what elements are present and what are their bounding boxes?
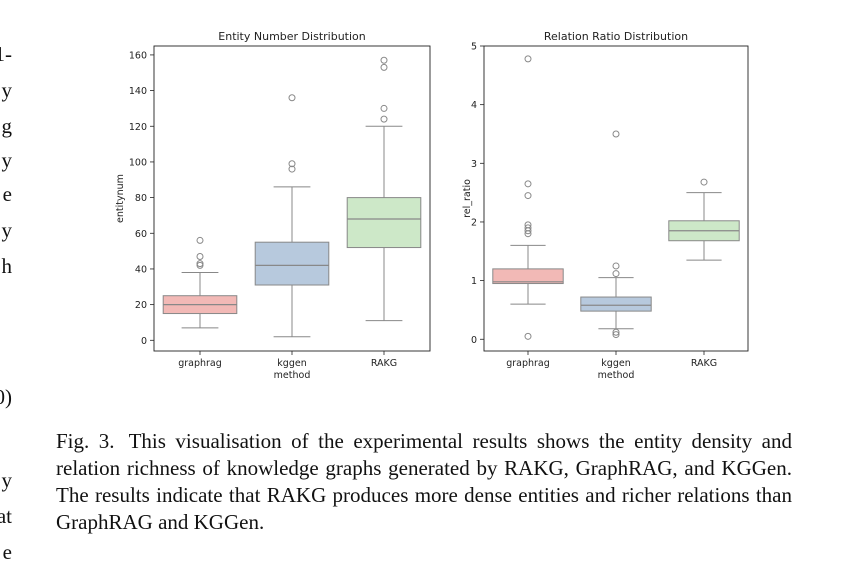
margin-fragment: y (1, 78, 13, 102)
outlier-point (612, 328, 620, 336)
margin-fragment: 0) (0, 385, 12, 409)
outlier-point (380, 56, 388, 64)
y-axis-label: entitynum (115, 174, 126, 223)
outlier-point (524, 221, 532, 229)
outlier-point (288, 94, 296, 102)
x-tick-label: graphrag (178, 358, 222, 369)
chart-title: Relation Ratio Distribution (544, 30, 688, 43)
y-tick-label: 2 (471, 217, 477, 228)
y-tick-label: 100 (129, 157, 147, 168)
outlier-point (196, 236, 204, 244)
x-axis-label: method (274, 370, 311, 381)
relation-ratio-panel: 0 1 2 3 4 5 graphrag kggen RAKG Relation Ratio Di… (462, 30, 749, 381)
outlier-point (288, 165, 296, 173)
y-tick-label: 40 (135, 264, 147, 275)
margin-fragment: h (1, 254, 13, 278)
box-RAKG (346, 197, 422, 249)
y-tick-label: 120 (129, 122, 147, 133)
y-tick-label: 60 (135, 229, 147, 240)
outlier-point (612, 331, 620, 339)
box-kggen (254, 241, 330, 286)
box-graphrag (492, 268, 564, 285)
margin-fragment: y (1, 468, 13, 492)
x-tick-label: graphrag (506, 358, 550, 369)
outlier-point (612, 270, 620, 278)
y-tick-label: 0 (471, 335, 477, 346)
figure: 0 20 40 60 80 100 120 140 160 graphrag kggen RAKG En… (110, 28, 750, 388)
x-tick-label: RAKG (371, 358, 397, 369)
y-tick-label: 4 (471, 100, 477, 111)
outlier-point (196, 252, 204, 260)
caption-text: This visualisation of the experimental r… (56, 429, 793, 534)
y-tick-label: 20 (135, 300, 147, 311)
y-tick-label: 160 (129, 50, 147, 61)
outlier-point (380, 63, 388, 71)
outlier-point (524, 224, 532, 232)
outlier-point (700, 178, 708, 186)
outlier-point (380, 115, 388, 123)
margin-fragment: y (1, 218, 13, 242)
margin-fragment: e (2, 540, 12, 564)
figure-caption: Fig. 3. This visualisation of the experim… (56, 428, 792, 536)
y-tick-label: 80 (135, 193, 147, 204)
chart-title: Entity Number Distribution (218, 30, 365, 43)
x-tick-label: RAKG (691, 358, 717, 369)
outlier-point (524, 55, 532, 63)
margin-fragment: e (2, 182, 12, 206)
y-axis-label: rel_ratio (462, 179, 473, 218)
y-tick-label: 1 (471, 276, 477, 287)
outlier-point (288, 160, 296, 168)
caption-label: Fig. 3. (56, 429, 115, 453)
outlier-point (380, 104, 388, 112)
outlier-point (196, 260, 204, 268)
outlier-point (524, 332, 532, 340)
x-axis-label: method (598, 370, 635, 381)
y-tick-label: 5 (471, 42, 477, 53)
box-kggen (580, 296, 652, 312)
x-tick-label: kggen (277, 358, 306, 369)
outlier-point (524, 192, 532, 200)
outlier-point (612, 130, 620, 138)
y-tick-label: 140 (129, 86, 147, 97)
outlier-point (612, 262, 620, 270)
x-tick-label: kggen (601, 358, 630, 369)
outlier-point (524, 180, 532, 188)
margin-fragment: at (0, 504, 12, 528)
margin-fragment: 1- (0, 42, 12, 66)
margin-fragment: y (1, 148, 13, 172)
margin-fragment: g (1, 114, 13, 138)
y-tick-label: 0 (141, 336, 147, 347)
y-tick-label: 3 (471, 159, 477, 170)
entity-number-panel: 0 20 40 60 80 100 120 140 160 graphrag kggen RAKG En… (115, 30, 431, 381)
